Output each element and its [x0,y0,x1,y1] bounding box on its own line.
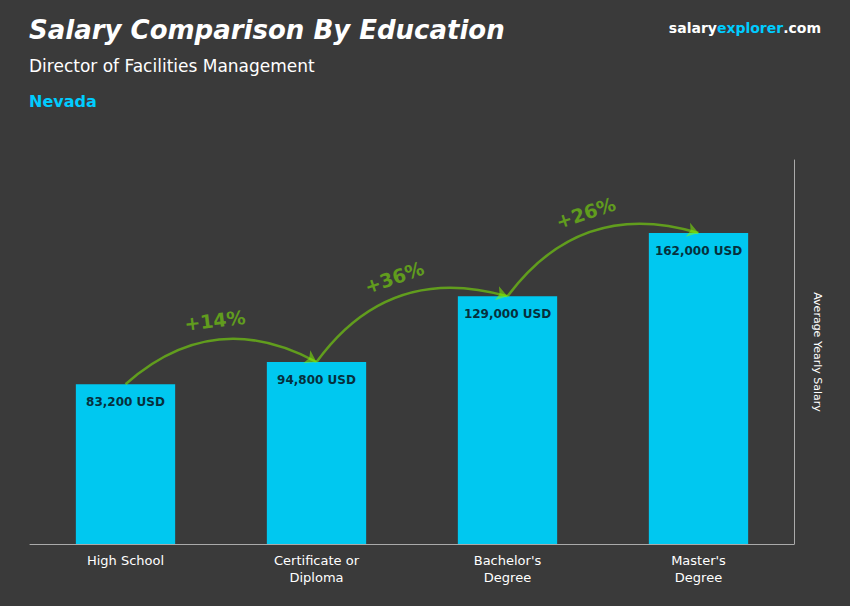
svg-text:162,000 USD: 162,000 USD [655,244,742,258]
svg-text:Salary Comparison By Education: Salary Comparison By Education [29,15,505,45]
svg-text:salary: salary [669,20,717,36]
svg-text:+26%: +26% [553,193,618,233]
svg-text:+14%: +14% [183,306,246,335]
svg-text:High School: High School [87,553,164,568]
svg-text:explorer: explorer [717,20,783,36]
svg-text:.com: .com [783,20,821,36]
svg-text:Master's: Master's [671,553,726,568]
svg-text:Nevada: Nevada [29,92,97,111]
svg-text:Certificate or: Certificate or [274,553,360,568]
svg-text:83,200 USD: 83,200 USD [86,395,165,409]
svg-text:+36%: +36% [362,257,427,298]
svg-text:129,000 USD: 129,000 USD [464,307,551,321]
svg-text:94,800 USD: 94,800 USD [277,373,356,387]
svg-text:Diploma: Diploma [289,570,343,585]
svg-text:Average Yearly Salary: Average Yearly Salary [811,292,824,412]
svg-text:Bachelor's: Bachelor's [474,553,542,568]
svg-text:Degree: Degree [675,570,722,585]
svg-text:Degree: Degree [484,570,531,585]
svg-text:Director of Facilities Managem: Director of Facilities Management [29,56,315,76]
